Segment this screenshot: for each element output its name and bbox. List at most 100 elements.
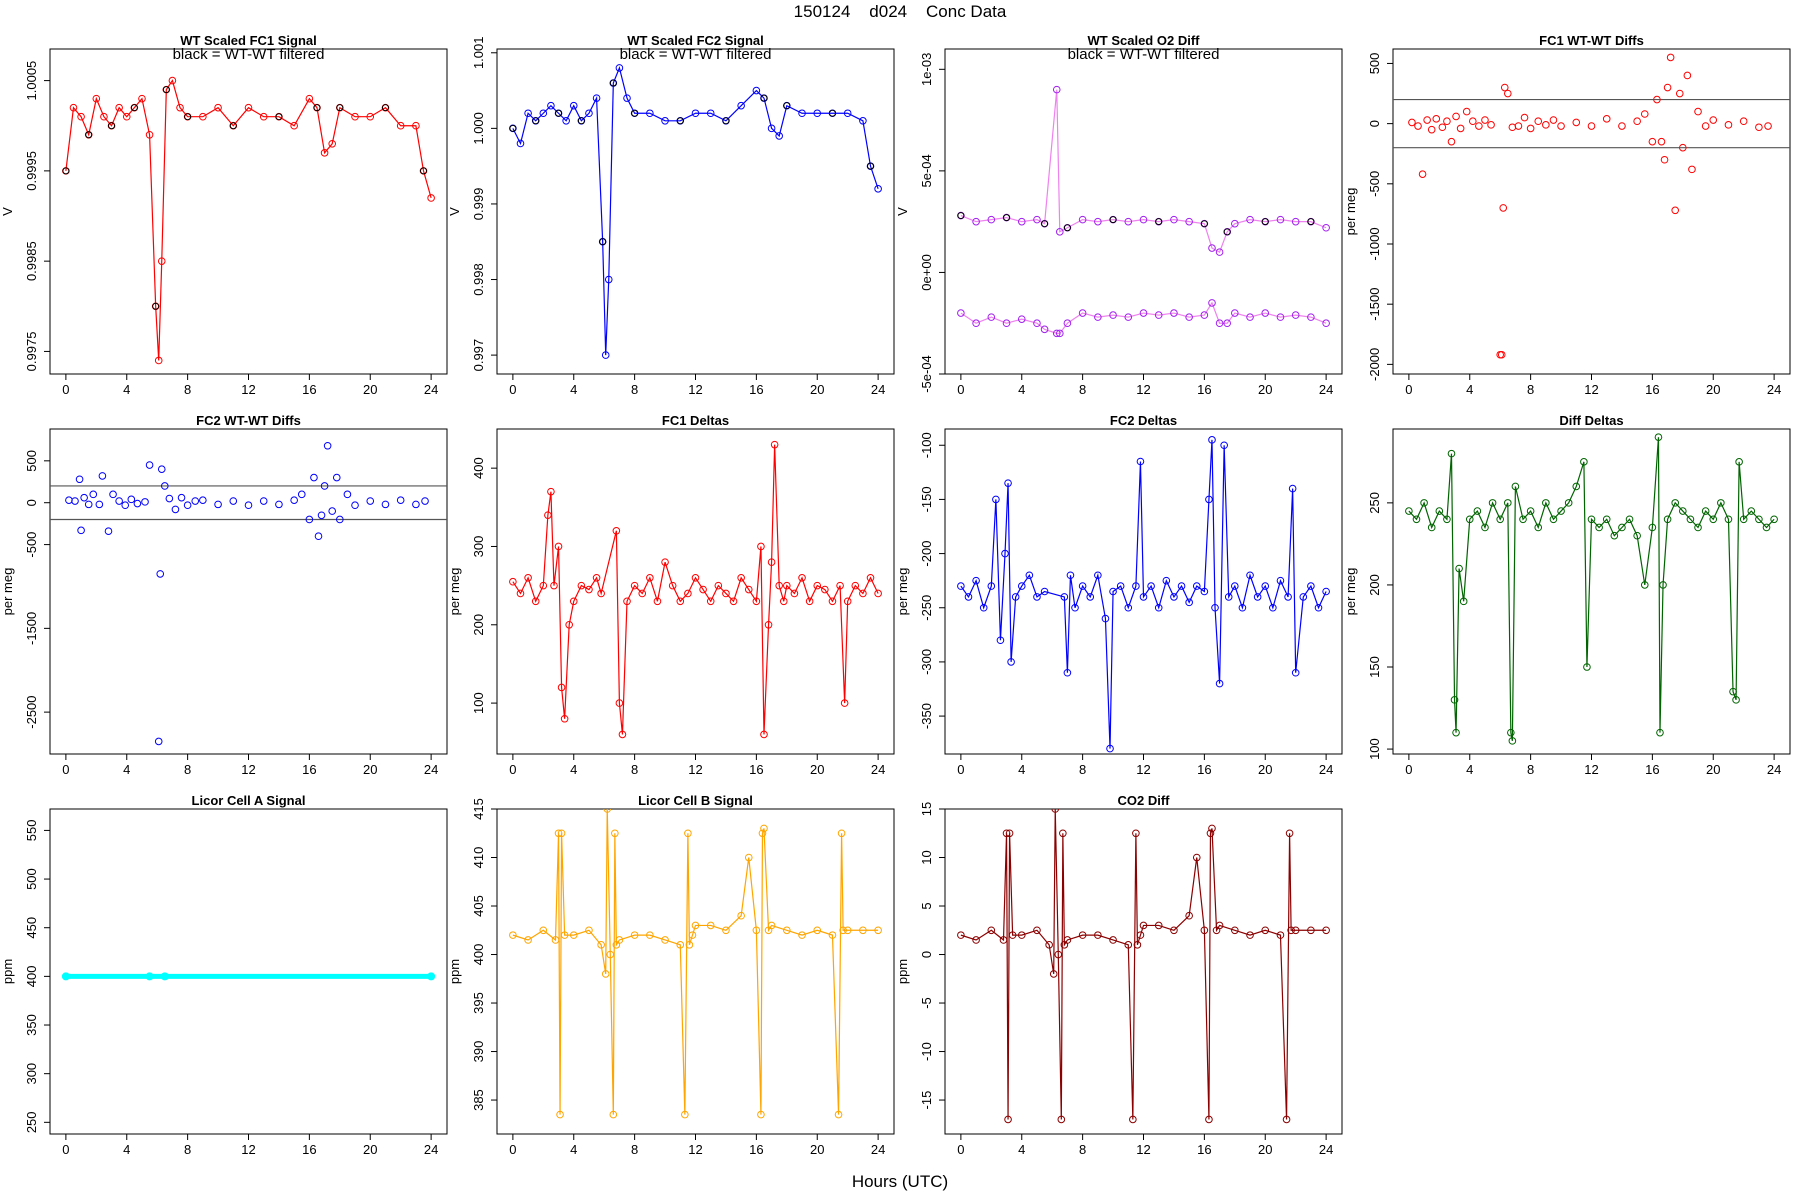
data-point	[320, 482, 329, 490]
data-point	[597, 589, 605, 598]
y-tick-label: 0.9975	[24, 332, 39, 372]
data-point	[1735, 458, 1743, 466]
data-point	[1459, 597, 1468, 606]
x-tick-label: 8	[184, 762, 191, 777]
data-point	[972, 319, 980, 328]
data-point	[606, 950, 615, 959]
data-point	[156, 570, 165, 578]
data-point	[615, 699, 624, 707]
data-point	[1040, 325, 1049, 334]
data-point	[1686, 515, 1695, 524]
data-point	[157, 465, 166, 474]
y-tick-label: 0.998	[471, 263, 486, 296]
data-point	[1595, 523, 1603, 532]
x-tick-label: 0	[1405, 762, 1412, 777]
data-point	[1109, 936, 1117, 944]
filtered-point	[1003, 214, 1011, 222]
y-tick-label: 415	[471, 798, 486, 820]
data-point	[798, 109, 806, 118]
filtered-point	[722, 117, 730, 125]
filtered-point	[783, 102, 791, 110]
x-tick-label: 20	[363, 1142, 377, 1157]
data-point	[646, 109, 654, 118]
y-tick-label: 250	[1367, 492, 1382, 514]
data-point	[999, 936, 1008, 944]
data-point	[1078, 215, 1087, 224]
data-point	[1499, 204, 1508, 212]
data-point	[121, 501, 130, 510]
y-tick-label: -100	[919, 432, 934, 458]
data-point	[1223, 319, 1232, 328]
data-point	[1542, 499, 1550, 507]
x-tick-label: 0	[62, 762, 69, 777]
data-point	[1071, 603, 1079, 612]
data-point	[154, 356, 163, 365]
data-point	[757, 542, 765, 551]
data-point	[1060, 593, 1069, 601]
panel-title: WT Scaled FC2 Signal	[627, 33, 764, 48]
data-point	[1078, 582, 1087, 590]
data-point	[706, 597, 715, 606]
data-point	[979, 603, 988, 612]
series-line	[512, 809, 879, 1115]
filtered-point	[1109, 216, 1117, 224]
data-point	[1094, 571, 1102, 580]
data-point	[1564, 499, 1573, 507]
data-point	[1200, 311, 1209, 319]
x-tick-label: 20	[810, 382, 824, 397]
data-point	[1654, 433, 1663, 442]
plot-area	[509, 809, 882, 1119]
data-point	[199, 112, 207, 121]
x-tick-label: 16	[302, 1142, 316, 1157]
data-point	[1724, 515, 1733, 524]
y-axis-label: per meg	[447, 568, 462, 616]
data-point	[229, 497, 238, 505]
data-point	[1496, 350, 1504, 359]
data-point	[1063, 936, 1072, 944]
data-point	[351, 112, 359, 121]
data-point	[1299, 593, 1308, 601]
data-point	[1729, 687, 1737, 696]
data-point	[597, 941, 605, 949]
data-point	[1206, 829, 1215, 838]
data-point	[1246, 215, 1254, 224]
data-point	[1455, 564, 1463, 573]
data-point	[972, 936, 980, 944]
data-point	[1291, 668, 1300, 677]
data-point	[1408, 118, 1416, 127]
data-point	[1443, 117, 1451, 126]
data-point	[1276, 576, 1285, 585]
x-tick-label: 4	[570, 1142, 577, 1157]
data-point	[1511, 482, 1520, 491]
y-tick-label: 400	[471, 944, 486, 966]
data-point	[145, 972, 154, 981]
panel-title: WT Scaled FC1 Signal	[180, 33, 317, 48]
x-tick-label: 20	[810, 762, 824, 777]
data-point	[987, 313, 996, 321]
data-point	[1054, 950, 1063, 959]
plot-frame	[49, 48, 448, 375]
data-point	[1770, 515, 1778, 524]
data-point	[840, 699, 849, 707]
data-point	[1456, 124, 1465, 133]
data-point	[544, 511, 552, 519]
data-point	[1276, 215, 1285, 224]
data-point	[987, 215, 996, 224]
data-point	[828, 931, 837, 939]
data-point	[569, 931, 578, 939]
data-point	[744, 585, 753, 594]
data-point	[84, 500, 93, 509]
data-point	[1602, 515, 1611, 524]
data-point	[1447, 449, 1456, 458]
data-point	[1055, 228, 1064, 236]
data-point	[1063, 668, 1072, 677]
data-point	[290, 496, 298, 504]
y-tick-label: 100	[471, 692, 486, 714]
data-point	[1683, 71, 1692, 80]
data-point	[1618, 122, 1626, 130]
data-point	[1653, 95, 1661, 104]
data-point	[75, 475, 84, 484]
data-point	[1288, 484, 1297, 493]
data-point	[1648, 523, 1657, 532]
